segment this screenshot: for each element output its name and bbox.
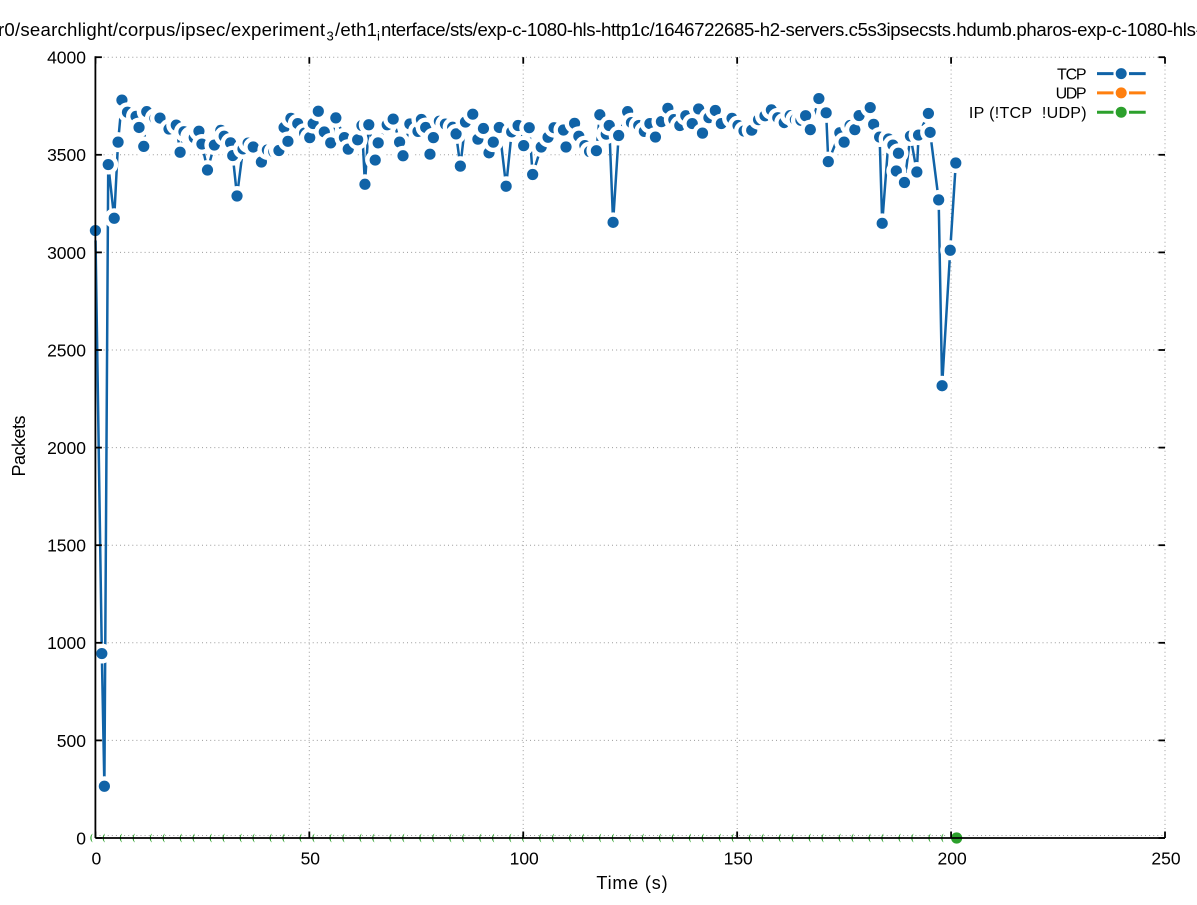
- svg-text:IP (!TCP !UDP): IP (!TCP !UDP): [969, 105, 1087, 122]
- svg-text:nterface/sts/exp-c-1080-hls-ht: nterface/sts/exp-c-1080-hls-http1c/16467…: [381, 19, 951, 40]
- svg-text:150: 150: [724, 849, 753, 869]
- svg-text:.hdumb.pharos-exp-c-1080-hls-h: .hdumb.pharos-exp-c-1080-hls-http: [952, 19, 1197, 40]
- svg-text:UDP: UDP: [1056, 86, 1087, 103]
- svg-text:1000: 1000: [47, 633, 86, 653]
- svg-text:2000: 2000: [47, 438, 86, 458]
- svg-text:Packets: Packets: [9, 416, 29, 477]
- svg-text:2500: 2500: [47, 340, 86, 360]
- svg-text:Time (s): Time (s): [596, 873, 667, 893]
- svg-text:0: 0: [76, 828, 86, 848]
- svg-text:250: 250: [1151, 849, 1180, 869]
- svg-text:500: 500: [57, 731, 86, 751]
- svg-text:1500: 1500: [47, 536, 86, 556]
- svg-text:50: 50: [301, 849, 321, 869]
- svg-text:3500: 3500: [47, 145, 86, 165]
- svg-text:i: i: [377, 28, 380, 43]
- svg-text:3: 3: [327, 28, 334, 43]
- svg-text:100: 100: [510, 849, 539, 869]
- svg-text:4000: 4000: [47, 48, 86, 68]
- svg-text:200: 200: [937, 849, 966, 869]
- svg-text:3000: 3000: [47, 243, 86, 263]
- svg-text:/eth1: /eth1: [335, 19, 377, 40]
- svg-text:0: 0: [92, 849, 102, 869]
- svg-text:r0/searchlight/corpus/ipsec/ex: r0/searchlight/corpus/ipsec/experiment: [0, 19, 326, 40]
- svg-text:TCP: TCP: [1057, 66, 1087, 83]
